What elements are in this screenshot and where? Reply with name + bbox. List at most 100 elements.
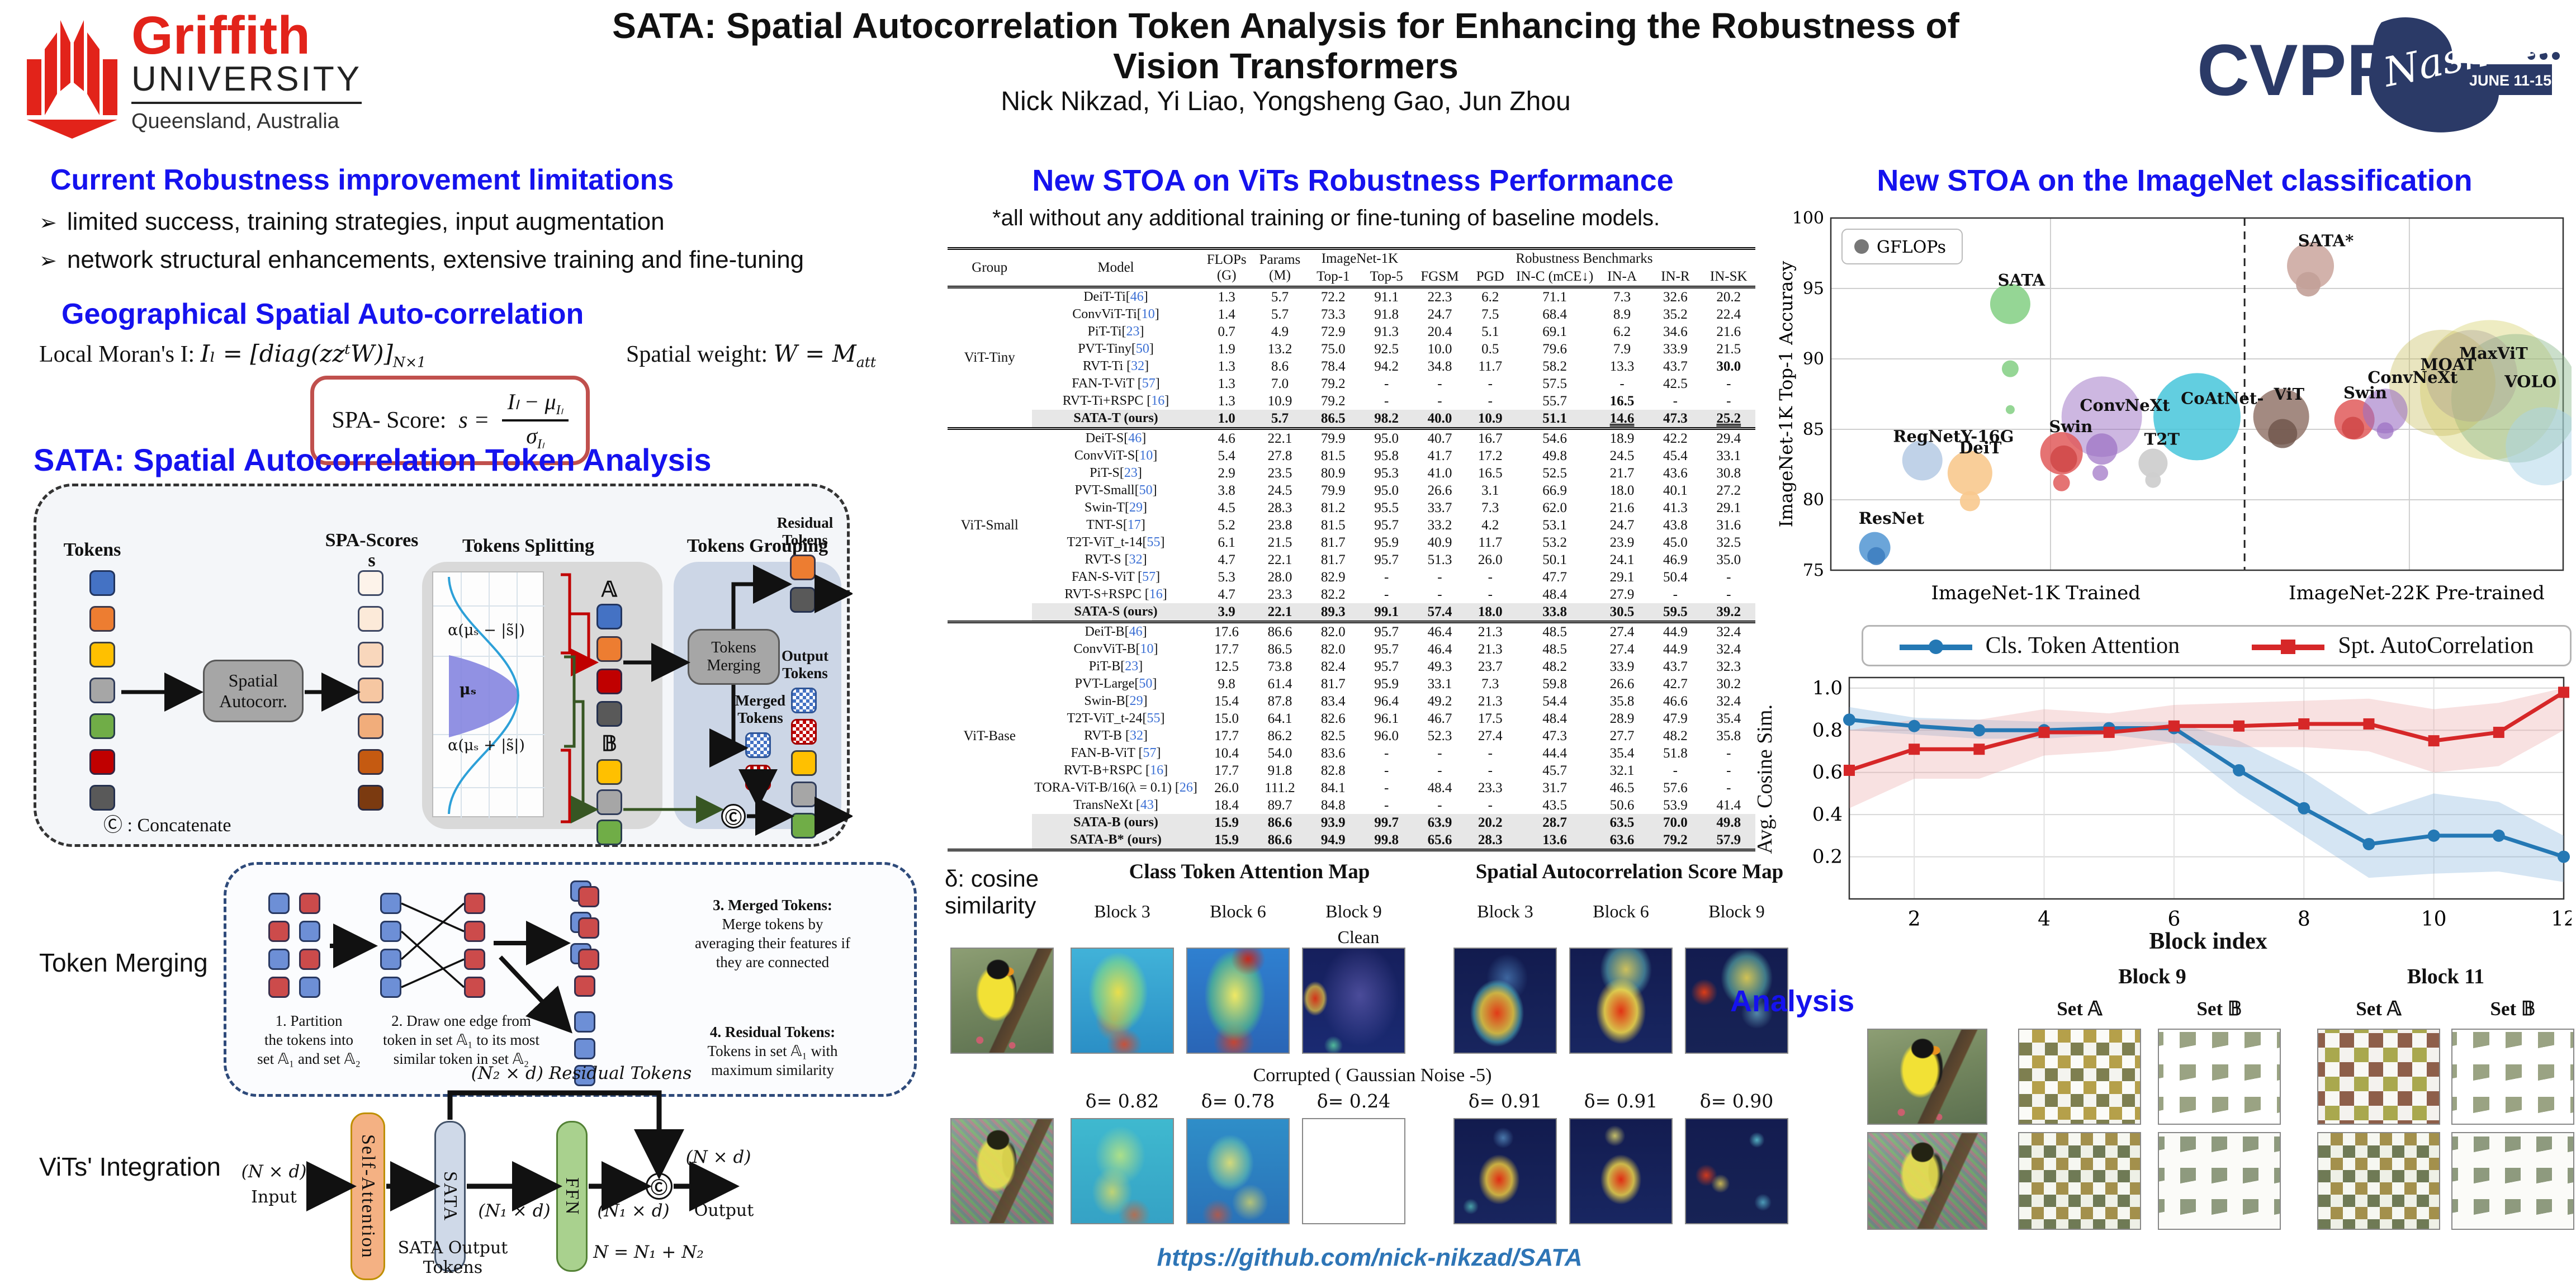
table-cell: Group bbox=[972, 260, 1008, 275]
table-cell: PVT-Large[50] bbox=[1074, 676, 1157, 691]
table-cell: 46.6 bbox=[1649, 693, 1702, 710]
spatial-autocorr-box: Spatial Autocorr. bbox=[203, 660, 304, 722]
merged-tokens-label: Merged Tokens bbox=[735, 692, 785, 726]
span-decor: 4.7 bbox=[1218, 586, 1235, 602]
text-decor: 0.6 bbox=[1812, 761, 1843, 784]
table-cell: PGD bbox=[1476, 269, 1504, 284]
span-decor: 18.4 bbox=[1214, 797, 1239, 813]
span-decor: 40.0 bbox=[1427, 410, 1452, 426]
span-decor: 86.6 bbox=[1267, 815, 1292, 830]
div-decor: Griffith UNIVERSITY Queensland, Australi… bbox=[131, 9, 362, 134]
rect-decor bbox=[2233, 720, 2245, 732]
table-cell: 63.6 bbox=[1595, 831, 1649, 850]
span-decor: 42.5 bbox=[1663, 376, 1688, 391]
span-decor: 7.3 bbox=[1481, 676, 1499, 692]
span-decor: 32.5 bbox=[1716, 534, 1741, 550]
cvpr-dates: JUNE 11-15, 2025 bbox=[2469, 72, 2566, 89]
text-decor: CVPR bbox=[2197, 29, 2399, 111]
span-decor: - bbox=[1384, 797, 1389, 813]
span-decor: Spatial weight: bbox=[626, 342, 768, 367]
span-decor: 95.7 bbox=[1374, 659, 1399, 674]
span-decor: 32 bbox=[1129, 728, 1143, 743]
github-link[interactable]: https://github.com/nick-nikzad/SATA bbox=[1157, 1244, 1583, 1271]
table-cell: 72.2 bbox=[1306, 287, 1360, 306]
table-cell: 22.4 bbox=[1702, 306, 1755, 323]
span-decor: 10 bbox=[1141, 307, 1155, 321]
table-cell: 95.9 bbox=[1360, 534, 1413, 551]
span-decor: 98.2 bbox=[1374, 410, 1399, 426]
span-decor: 43 bbox=[1140, 798, 1154, 812]
output-token-column bbox=[791, 688, 817, 839]
circle-decor bbox=[1854, 239, 1869, 254]
grouping-label: Tokens Grouping bbox=[686, 536, 828, 556]
residual-dim-label: (N₂ × d) Residual Tokens bbox=[471, 1063, 692, 1083]
span-decor: 27.2 bbox=[1716, 482, 1741, 498]
table-cell: 82.4 bbox=[1306, 658, 1360, 675]
input-label: Input bbox=[251, 1187, 297, 1207]
path-decor bbox=[570, 612, 599, 676]
table-cell: - bbox=[1466, 569, 1514, 586]
token-square bbox=[380, 893, 401, 914]
table-cell: - bbox=[1360, 797, 1413, 814]
table-cell: 24.7 bbox=[1413, 306, 1466, 323]
table-cell: 69.1 bbox=[1514, 323, 1595, 340]
span-decor: 78.4 bbox=[1320, 358, 1346, 374]
span-decor: 49.3 bbox=[1427, 659, 1452, 674]
table-cell: PVT-Small[50] bbox=[1074, 483, 1157, 498]
span-decor: 16.5 bbox=[1609, 393, 1635, 409]
span-decor: 95.5 bbox=[1374, 500, 1399, 515]
table-cell: Top-1 bbox=[1317, 269, 1350, 284]
table-cell: 40.0 bbox=[1413, 410, 1467, 429]
table-cell: 21.3 bbox=[1466, 622, 1514, 641]
table-cell: ConvViT-Ti[10] bbox=[1072, 307, 1159, 321]
path-decor bbox=[449, 655, 518, 737]
token-square bbox=[596, 604, 622, 629]
circle-decor bbox=[1843, 713, 1855, 726]
span-decor: 6.2 bbox=[1481, 289, 1499, 305]
span-decor: 82.4 bbox=[1320, 659, 1346, 674]
token-square bbox=[299, 977, 320, 998]
path-decor bbox=[731, 565, 792, 629]
span-decor: 10 bbox=[1140, 642, 1154, 656]
table-cell: - bbox=[1702, 375, 1755, 392]
span-decor bbox=[1899, 640, 1972, 655]
span-decor: 72.2 bbox=[1320, 289, 1346, 305]
table-cell: 23.8 bbox=[1253, 517, 1306, 534]
table-cell: 17.7 bbox=[1200, 762, 1253, 779]
bubble bbox=[2426, 330, 2518, 422]
tm-setA2-col bbox=[464, 893, 485, 998]
span-decor: 21.3 bbox=[1478, 641, 1503, 657]
g-decor bbox=[121, 565, 853, 836]
table-cell: 64.1 bbox=[1253, 710, 1306, 727]
results-table-wrap: Group Model FLOPs (G) Params (M) ImageNet-1K… bbox=[948, 247, 1755, 851]
table-cell: 27.4 bbox=[1595, 641, 1649, 658]
span-decor: 23.8 bbox=[1267, 517, 1292, 533]
span-decor: - bbox=[1384, 393, 1389, 409]
span-decor: Iₗ = [diag(zzᵗW)] bbox=[200, 340, 393, 367]
table-row: SATA-T (ours) 1.0 5.7 86.5 98.2 40.0 10.9 51.1 1… bbox=[948, 410, 1755, 429]
table-cell: 42.7 bbox=[1649, 675, 1702, 693]
table-cell: 21.5 bbox=[1253, 534, 1306, 551]
table-cell: RVT-B+RSPC [16] bbox=[1063, 763, 1168, 778]
table-cell: 24.7 bbox=[1595, 517, 1649, 534]
span-decor: 21.5 bbox=[1716, 341, 1741, 357]
span-decor: 32 bbox=[1129, 552, 1143, 567]
table-cell: 99.1 bbox=[1360, 603, 1413, 622]
token-square bbox=[380, 949, 401, 970]
table-cell: - bbox=[1413, 375, 1466, 392]
text-decor: 75 bbox=[1803, 561, 1824, 580]
block-label: Block 9 bbox=[1708, 901, 1765, 921]
span-decor: 11.7 bbox=[1478, 534, 1503, 550]
span-decor: 30.8 bbox=[1716, 465, 1741, 481]
table-cell: 1.3 bbox=[1200, 375, 1253, 392]
span-decor: 47.9 bbox=[1663, 711, 1688, 726]
span-decor: 14.6 bbox=[1609, 410, 1635, 426]
span-decor: 50 bbox=[1139, 676, 1153, 691]
tm-residual-col bbox=[574, 1011, 595, 1086]
token-square bbox=[358, 570, 383, 596]
table-cell: - bbox=[1360, 392, 1413, 410]
span-decor: - bbox=[1384, 780, 1389, 795]
table-cell: - bbox=[1649, 392, 1702, 410]
table-cell: 96.4 bbox=[1360, 693, 1413, 710]
span-decor: - bbox=[1726, 376, 1731, 391]
